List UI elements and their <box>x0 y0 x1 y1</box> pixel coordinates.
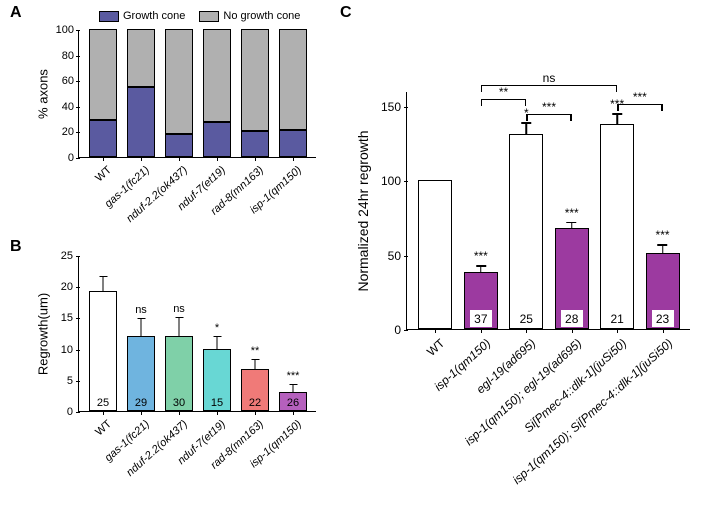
panel-b-n: 30 <box>173 397 185 409</box>
panel-c-ytick: 150 <box>369 100 401 114</box>
panel-b-ytick: 10 <box>51 344 73 356</box>
panel-a-bar <box>203 30 231 157</box>
panel-c-sig: *** <box>474 249 488 263</box>
panel-a-seg-growth <box>89 120 117 157</box>
panel-a-seg-growth <box>241 131 269 157</box>
panel-b-chart: Regrowth(um) 0510152025 25WTns29gas-1(fc… <box>34 240 329 520</box>
panel-a-ytick: 0 <box>46 152 74 164</box>
panel-a-seg-nogrowth <box>279 29 307 130</box>
panel-a-seg-growth <box>203 122 231 157</box>
panel-c-bracket <box>617 104 662 105</box>
panel-a-bar <box>279 30 307 157</box>
panel-c-bracket-label: *** <box>542 100 556 114</box>
panel-b-errorbar <box>293 384 294 392</box>
panel-a-chart: Growth cone No growth cone % axons 02040… <box>34 6 329 231</box>
panel-b-errorbar <box>103 276 104 291</box>
panel-c-errorbar <box>616 113 618 123</box>
panel-a-seg-nogrowth <box>89 29 117 120</box>
panel-a-seg-growth <box>165 134 193 157</box>
legend-swatch-growth <box>99 11 119 22</box>
panel-b-ytick: 20 <box>51 281 73 293</box>
panel-c-ytick: 100 <box>369 174 401 188</box>
panel-b-sig: * <box>215 322 219 334</box>
panel-c-n: 23 <box>656 312 669 326</box>
legend-label-growth: Growth cone <box>123 10 185 22</box>
panel-b-n: 15 <box>211 397 223 409</box>
panel-b-n: 22 <box>249 397 261 409</box>
panel-a-seg-nogrowth <box>241 29 269 131</box>
panel-a-ytick: 100 <box>46 24 74 36</box>
panel-b-ylabel: Regrowth(um) <box>36 292 51 374</box>
panel-c-ytick: 50 <box>369 249 401 263</box>
panel-a-ytick: 40 <box>46 101 74 113</box>
panel-b-sig: ** <box>251 345 260 357</box>
panel-c-bracket <box>481 99 526 100</box>
legend-growth-cone: Growth cone <box>99 10 185 22</box>
legend-no-growth-cone: No growth cone <box>199 10 300 22</box>
panel-a-bar <box>241 30 269 157</box>
panel-b-ytick: 0 <box>51 406 73 418</box>
panel-b-label: B <box>10 238 22 256</box>
panel-c-errorbar <box>662 244 664 253</box>
panel-c-bar <box>509 134 543 329</box>
panel-c-bracket <box>526 114 571 115</box>
panel-c-ylabel: Normalized 24hr regrowth <box>355 130 371 291</box>
panel-c-bracket-label: ns <box>543 71 556 85</box>
panel-a-bar <box>165 30 193 157</box>
panel-b-bar <box>89 291 117 411</box>
panel-c-ytick: 0 <box>369 323 401 337</box>
panel-b-n: 26 <box>287 397 299 409</box>
panel-b-n: 25 <box>97 397 109 409</box>
panel-b-errorbar <box>255 359 256 369</box>
panel-a-ytick: 20 <box>46 126 74 138</box>
panel-c-n: 21 <box>610 312 623 326</box>
panel-b-errorbar <box>179 317 180 336</box>
panel-a-ytick: 60 <box>46 75 74 87</box>
panel-c-plot: Normalized 24hr regrowth 050100150 WT***… <box>406 92 690 330</box>
panel-b-ytick: 25 <box>51 250 73 262</box>
panel-b-errorbar <box>141 318 142 336</box>
panel-c-chart: Normalized 24hr regrowth 050100150 WT***… <box>352 6 704 516</box>
panel-a-label: A <box>10 4 22 22</box>
panel-a-bar <box>89 30 117 157</box>
legend-label-nogrowth: No growth cone <box>223 10 300 22</box>
panel-c-label: C <box>340 4 352 22</box>
panel-c-errorbar <box>571 222 573 228</box>
panel-c-bar <box>418 180 452 329</box>
panel-c-bracket-label: ** <box>499 85 508 99</box>
panel-c-errorbar <box>526 122 528 134</box>
panel-a-seg-nogrowth <box>127 29 155 87</box>
panel-a-xlabel: WT <box>93 164 114 184</box>
panel-c-n: 37 <box>474 312 487 326</box>
panel-c-sig: *** <box>656 228 670 242</box>
panel-b-sig: *** <box>287 370 300 382</box>
panel-c-bracket-label: *** <box>633 90 647 104</box>
panel-b-ytick: 5 <box>51 375 73 387</box>
panel-a-seg-nogrowth <box>203 29 231 122</box>
panel-b-xlabel: WT <box>93 418 114 438</box>
panel-a-ytick: 80 <box>46 50 74 62</box>
panel-a-seg-growth <box>127 87 155 157</box>
panel-c-errorbar <box>480 265 482 272</box>
panel-b-n: 29 <box>135 397 147 409</box>
panel-b-sig: ns <box>173 303 185 315</box>
panel-a-bar <box>127 30 155 157</box>
panel-b-sig: ns <box>135 304 147 316</box>
panel-b-errorbar <box>217 336 218 349</box>
panel-c-n: 28 <box>565 312 578 326</box>
panel-a-seg-growth <box>279 130 307 157</box>
panel-c-xlabel: WT <box>425 336 448 359</box>
panel-a-plot: Growth cone No growth cone % axons 02040… <box>78 30 316 158</box>
panel-c-n: 25 <box>520 312 533 326</box>
panel-a-seg-nogrowth <box>165 29 193 134</box>
panel-b-ytick: 15 <box>51 312 73 324</box>
panel-c-sig: *** <box>565 206 579 220</box>
panel-b-plot: Regrowth(um) 0510152025 25WTns29gas-1(fc… <box>78 256 316 412</box>
legend-swatch-nogrowth <box>199 11 219 22</box>
panel-c-bar <box>600 124 634 329</box>
panel-a-legend: Growth cone No growth cone <box>99 10 300 22</box>
